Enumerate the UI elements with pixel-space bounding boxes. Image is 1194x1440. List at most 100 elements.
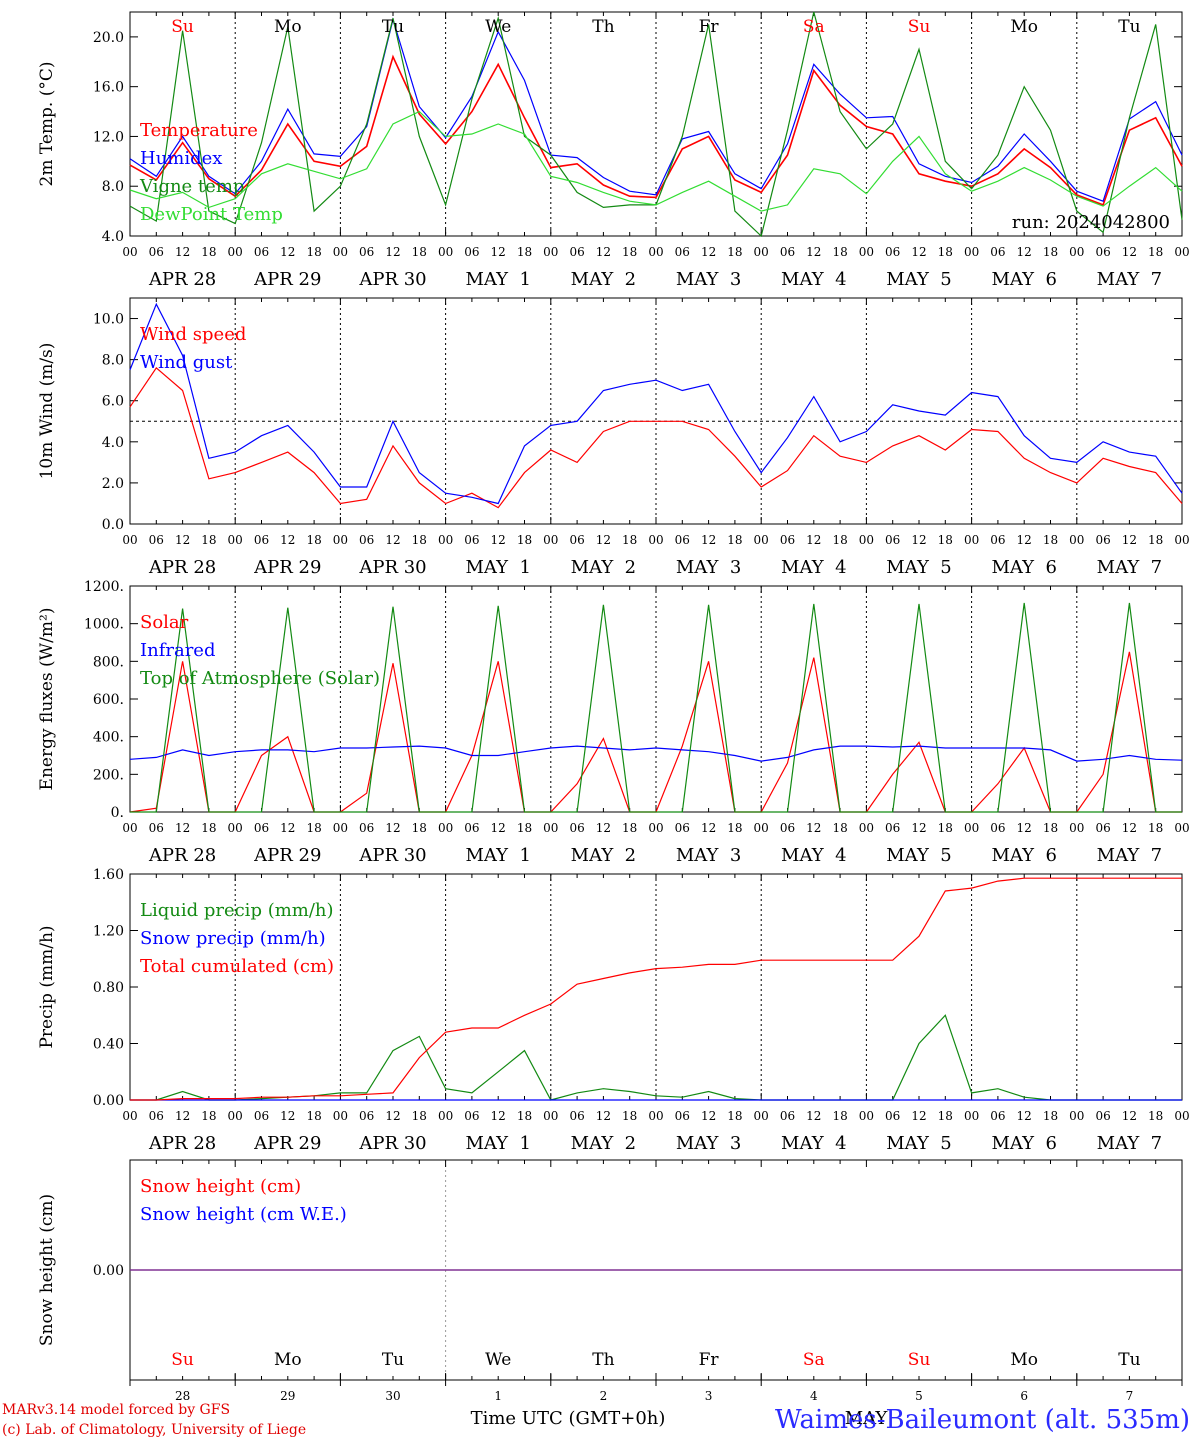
- hour-label: 00: [648, 1109, 663, 1123]
- day-label: Tu: [382, 17, 404, 37]
- y-tick-label: 1.20: [93, 924, 124, 940]
- hour-label: 18: [201, 533, 216, 547]
- y-tick-label: 600.: [93, 692, 124, 708]
- hour-label: 06: [359, 533, 374, 547]
- date-label: MAY 5: [886, 845, 951, 866]
- date-label: APR 30: [358, 845, 426, 866]
- hour-label: 00: [859, 821, 874, 835]
- date-label: MAY 5: [886, 557, 951, 578]
- bottom-day-label: Tu: [1118, 1350, 1140, 1370]
- chart-panel-1: 4.0 8.0 12.0 16.0 20.0 2m Temp. (°C) Temperatu…: [37, 11, 1190, 290]
- hour-label: 00: [228, 821, 243, 835]
- bottom-day-label: Th: [592, 1350, 614, 1370]
- y-tick-label: 0.00: [93, 1093, 124, 1109]
- hour-label: 18: [517, 533, 532, 547]
- hour-label: 00: [438, 245, 453, 259]
- hour-label: 06: [464, 821, 479, 835]
- bottom-day-label: We: [485, 1350, 511, 1370]
- hour-label: 12: [385, 1109, 400, 1123]
- hour-label: 18: [622, 245, 637, 259]
- hour-label: 00: [859, 1109, 874, 1123]
- hour-label: 00: [1174, 1109, 1189, 1123]
- chart-panel-5: 0.00 Snow height (cm) Snow height (cm) Snow…: [37, 1159, 1183, 1381]
- hour-label: 06: [1095, 533, 1110, 547]
- hour-label: 18: [1043, 1109, 1058, 1123]
- hour-label: 18: [412, 533, 427, 547]
- y-axis-label: Snow height (cm): [37, 1194, 57, 1346]
- y-tick-label: 1200.: [84, 579, 124, 595]
- date-label: MAY 4: [781, 845, 846, 866]
- hour-label: 18: [1043, 245, 1058, 259]
- y-axis-label: 2m Temp. (°C): [37, 61, 57, 186]
- legend-entry: Total cumulated (cm): [140, 956, 334, 977]
- date-label: MAY 6: [991, 1133, 1056, 1154]
- hour-label: 12: [1122, 245, 1137, 259]
- day-label: Su: [171, 17, 194, 37]
- date-label: APR 28: [148, 557, 216, 578]
- hour-label: 12: [385, 245, 400, 259]
- hour-label: 12: [1017, 245, 1032, 259]
- hour-label: 06: [780, 1109, 795, 1123]
- hour-label: 06: [149, 533, 164, 547]
- hour-label: 18: [1148, 533, 1163, 547]
- y-axis-label: Energy fluxes (W/m²): [37, 608, 57, 791]
- date-label: MAY 3: [676, 269, 741, 290]
- bottom-day-number: 3: [705, 1389, 713, 1403]
- hour-label: 18: [201, 1109, 216, 1123]
- hour-label: 06: [569, 821, 584, 835]
- hour-label: 18: [727, 1109, 742, 1123]
- bottom-day-number: 2: [600, 1389, 608, 1403]
- hour-label: 18: [201, 821, 216, 835]
- hour-label: 12: [1122, 1109, 1137, 1123]
- station-title: Waimes-Baileumont (alt. 535m): [775, 1405, 1190, 1435]
- date-label: MAY 1: [465, 845, 530, 866]
- date-label: MAY 7: [1097, 557, 1162, 578]
- hour-label: 18: [1148, 245, 1163, 259]
- date-label: MAY 3: [676, 1133, 741, 1154]
- hour-label: 18: [938, 533, 953, 547]
- hour-label: 00: [1069, 533, 1084, 547]
- hour-label: 06: [359, 1109, 374, 1123]
- legend-entry: Top of Atmosphere (Solar): [140, 668, 380, 689]
- bottom-day-label: Su: [171, 1350, 194, 1370]
- date-label: MAY 2: [571, 1133, 636, 1154]
- hour-label: 00: [228, 533, 243, 547]
- hour-label: 00: [648, 533, 663, 547]
- hour-label: 06: [149, 245, 164, 259]
- hour-label: 12: [1122, 533, 1137, 547]
- y-tick-label: 20.0: [93, 30, 124, 46]
- hour-label: 06: [464, 533, 479, 547]
- hour-label: 18: [306, 245, 321, 259]
- hour-label: 12: [596, 821, 611, 835]
- date-label: MAY 1: [465, 1133, 530, 1154]
- legend-entry: Vigne temp: [139, 176, 244, 197]
- hour-label: 18: [306, 533, 321, 547]
- y-tick-label: 6.0: [102, 394, 124, 410]
- credit-line-2: (c) Lab. of Climatology, University of L…: [2, 1422, 306, 1438]
- date-label: MAY 4: [781, 557, 846, 578]
- hour-label: 06: [990, 1109, 1005, 1123]
- hour-label: 00: [964, 1109, 979, 1123]
- bottom-day-label: Fr: [699, 1350, 720, 1370]
- x-axis-title: Time UTC (GMT+0h): [471, 1408, 666, 1429]
- legend-entry: Liquid precip (mm/h): [140, 900, 334, 921]
- hour-label: 06: [149, 821, 164, 835]
- hour-label: 06: [569, 245, 584, 259]
- hour-label: 00: [438, 1109, 453, 1123]
- series-line-infrared: [129, 745, 1183, 762]
- hour-label: 00: [964, 245, 979, 259]
- hour-label: 06: [359, 245, 374, 259]
- hour-label: 00: [228, 245, 243, 259]
- hour-label: 06: [1095, 245, 1110, 259]
- date-label: APR 28: [148, 269, 216, 290]
- hour-label: 06: [990, 245, 1005, 259]
- hour-label: 06: [254, 245, 269, 259]
- date-label: APR 30: [358, 1133, 426, 1154]
- hour-label: 12: [596, 533, 611, 547]
- date-label: MAY 3: [676, 845, 741, 866]
- series-line-dewpoint-temp: [129, 110, 1183, 212]
- hour-label: 12: [280, 245, 295, 259]
- legend-entry: DewPoint Temp: [140, 204, 283, 225]
- hour-label: 18: [727, 533, 742, 547]
